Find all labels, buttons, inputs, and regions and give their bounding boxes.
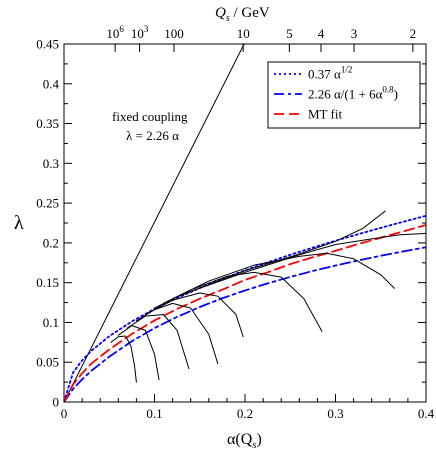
- series-mt-3: [64, 224, 426, 402]
- y-tick-label: 0.05: [36, 355, 59, 370]
- series-solid-11: [172, 210, 386, 300]
- y-tick-label: 0: [53, 395, 60, 410]
- y-tick-label: 0.4: [43, 76, 60, 91]
- x-axis-title-close: ): [257, 431, 262, 448]
- y-tick-label: 0.15: [36, 275, 59, 290]
- top-tick-label: 5: [286, 26, 293, 41]
- annotation-line2: λ = 2.26 α: [126, 128, 179, 143]
- y-tick-label: 0.2: [43, 235, 59, 250]
- legend-label-ratio: 2.26 α/(1 + 6α0.8): [308, 85, 398, 102]
- series-fixed-0: [64, 44, 245, 402]
- top-tick-label: 100: [164, 26, 184, 41]
- legend: 0.37 α1/2 2.26 α/(1 + 6α0.8) MT fit: [267, 61, 421, 129]
- series-layer: [64, 44, 426, 402]
- plot-frame: [63, 43, 427, 403]
- top-axis-title: Qs / GeV: [215, 5, 270, 24]
- series-solid-10: [163, 252, 395, 304]
- series-solid-6: [126, 313, 190, 370]
- top-tick-label: 106: [106, 24, 124, 41]
- series-sqrt-1: [64, 214, 426, 402]
- series-ratio-2: [64, 246, 426, 402]
- x-axis-title-sub: s: [252, 439, 256, 451]
- x-tick-label: 0: [61, 406, 68, 421]
- series-solid-5: [117, 325, 160, 381]
- legend-label-sqrt: 0.37 α1/2: [308, 65, 352, 82]
- top-axis-title-unit: / GeV: [230, 5, 270, 21]
- top-axis-title-sub: s: [226, 13, 230, 24]
- top-tick-label: 2: [410, 26, 417, 41]
- series-solid-4: [110, 335, 137, 383]
- y-tick-label: 0.1: [43, 315, 59, 330]
- axis-layer: 0 0.1 0.2 0.3 0.4 0 0.05 0.1 0.15 0.2 0.25 0.3 0.35 0…: [36, 24, 434, 421]
- y-tick-label: 0.3: [43, 156, 59, 171]
- x-tick-label: 0.4: [418, 406, 435, 421]
- x-tick-label: 0.3: [327, 406, 343, 421]
- y-tick-label: 0.25: [36, 196, 59, 211]
- top-tick-label: 103: [131, 24, 149, 41]
- x-axis-title: α(Qs): [227, 431, 262, 451]
- annotation-line1: fixed coupling: [112, 109, 188, 124]
- y-tick-label: 0.35: [36, 116, 59, 131]
- top-tick-label: 3: [351, 26, 358, 41]
- x-tick-label: 0.2: [237, 406, 253, 421]
- x-tick-label: 0.1: [146, 406, 162, 421]
- y-tick-label: 0.45: [36, 37, 59, 52]
- legend-label-mt: MT fit: [308, 107, 342, 122]
- series-solid-8: [144, 292, 244, 338]
- legend-box: [267, 61, 421, 129]
- series-solid-12: [181, 232, 426, 296]
- y-axis-title: λ: [14, 212, 24, 234]
- top-tick-label: 10: [237, 26, 250, 41]
- top-tick-label: 4: [318, 26, 325, 41]
- top-axis-title-main: Q: [215, 5, 226, 21]
- x-axis-title-main: α(Q: [227, 431, 253, 448]
